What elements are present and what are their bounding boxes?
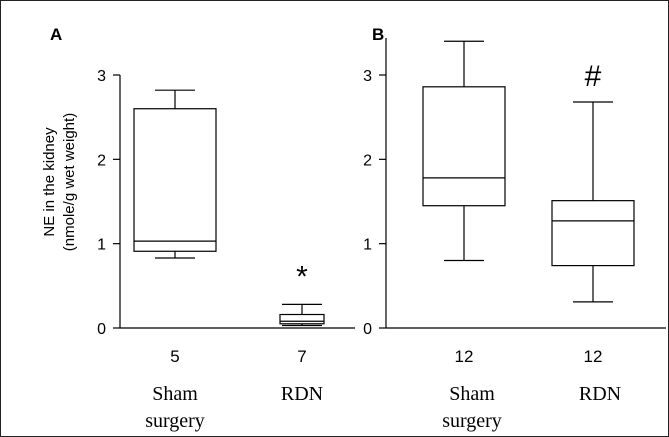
group-count: 7 bbox=[297, 347, 306, 366]
iqr-box bbox=[422, 86, 506, 207]
group-count: 5 bbox=[170, 347, 179, 366]
y-tick-label: 3 bbox=[363, 68, 372, 85]
panel-A: A 0 1 2 3 5 Sham surgery 7 RDN * bbox=[50, 25, 355, 432]
group-label-line: Sham bbox=[449, 383, 495, 405]
y-axis-title: NE in the kidney (nmole/g wet weight) bbox=[41, 113, 78, 251]
panel-letter: A bbox=[50, 25, 62, 44]
group-count: 12 bbox=[455, 347, 474, 366]
group-count: 12 bbox=[584, 347, 603, 366]
significance-marker: * bbox=[296, 260, 308, 293]
y-axis-title-line-2: (nmole/g wet weight) bbox=[61, 113, 78, 251]
iqr-box bbox=[551, 200, 635, 267]
group-label-line: surgery bbox=[442, 410, 502, 432]
group-label-line: RDN bbox=[579, 383, 621, 405]
y-tick-label: 2 bbox=[363, 152, 372, 169]
y-tick-label: 3 bbox=[97, 68, 106, 85]
y-tick-label: 1 bbox=[363, 237, 372, 254]
y-tick-label: 0 bbox=[97, 321, 106, 338]
y-tick-label: 1 bbox=[97, 237, 106, 254]
y-tick-label: 0 bbox=[363, 321, 372, 338]
iqr-box bbox=[133, 108, 217, 252]
y-tick-label: 2 bbox=[97, 152, 106, 169]
panels: A01235Shamsurgery7RDN*B012312Shamsurgery… bbox=[50, 25, 666, 432]
group-label-line: RDN bbox=[281, 383, 323, 405]
y-axis-title-line-1: NE in the kidney bbox=[41, 127, 58, 237]
panel-letter: B bbox=[372, 25, 384, 44]
significance-marker: # bbox=[585, 60, 602, 93]
group-label-line: surgery bbox=[145, 410, 205, 432]
group-label-line: Sham bbox=[152, 383, 198, 405]
iqr-box bbox=[279, 313, 325, 325]
